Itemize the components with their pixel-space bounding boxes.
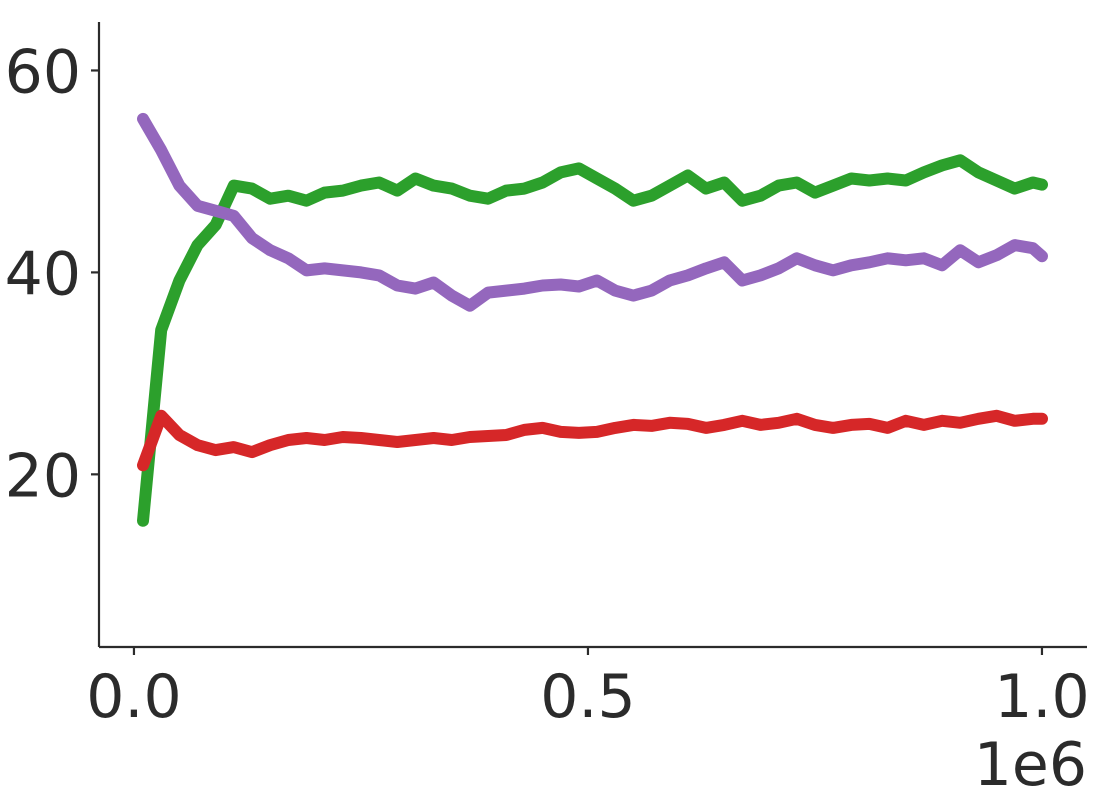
series-line: [137, 112, 1048, 312]
y-tick-label: 60: [5, 37, 81, 107]
y-tick-label: 40: [5, 239, 81, 309]
x-offset-label: 1e6: [974, 730, 1087, 800]
series-line: [137, 154, 1048, 527]
x-tick-label: 1.0: [994, 662, 1089, 732]
x-tick-label: 0.0: [86, 662, 181, 732]
y-tick-label: 20: [5, 441, 81, 511]
series-line: [137, 409, 1048, 472]
x-tick-label: 0.5: [540, 662, 635, 732]
